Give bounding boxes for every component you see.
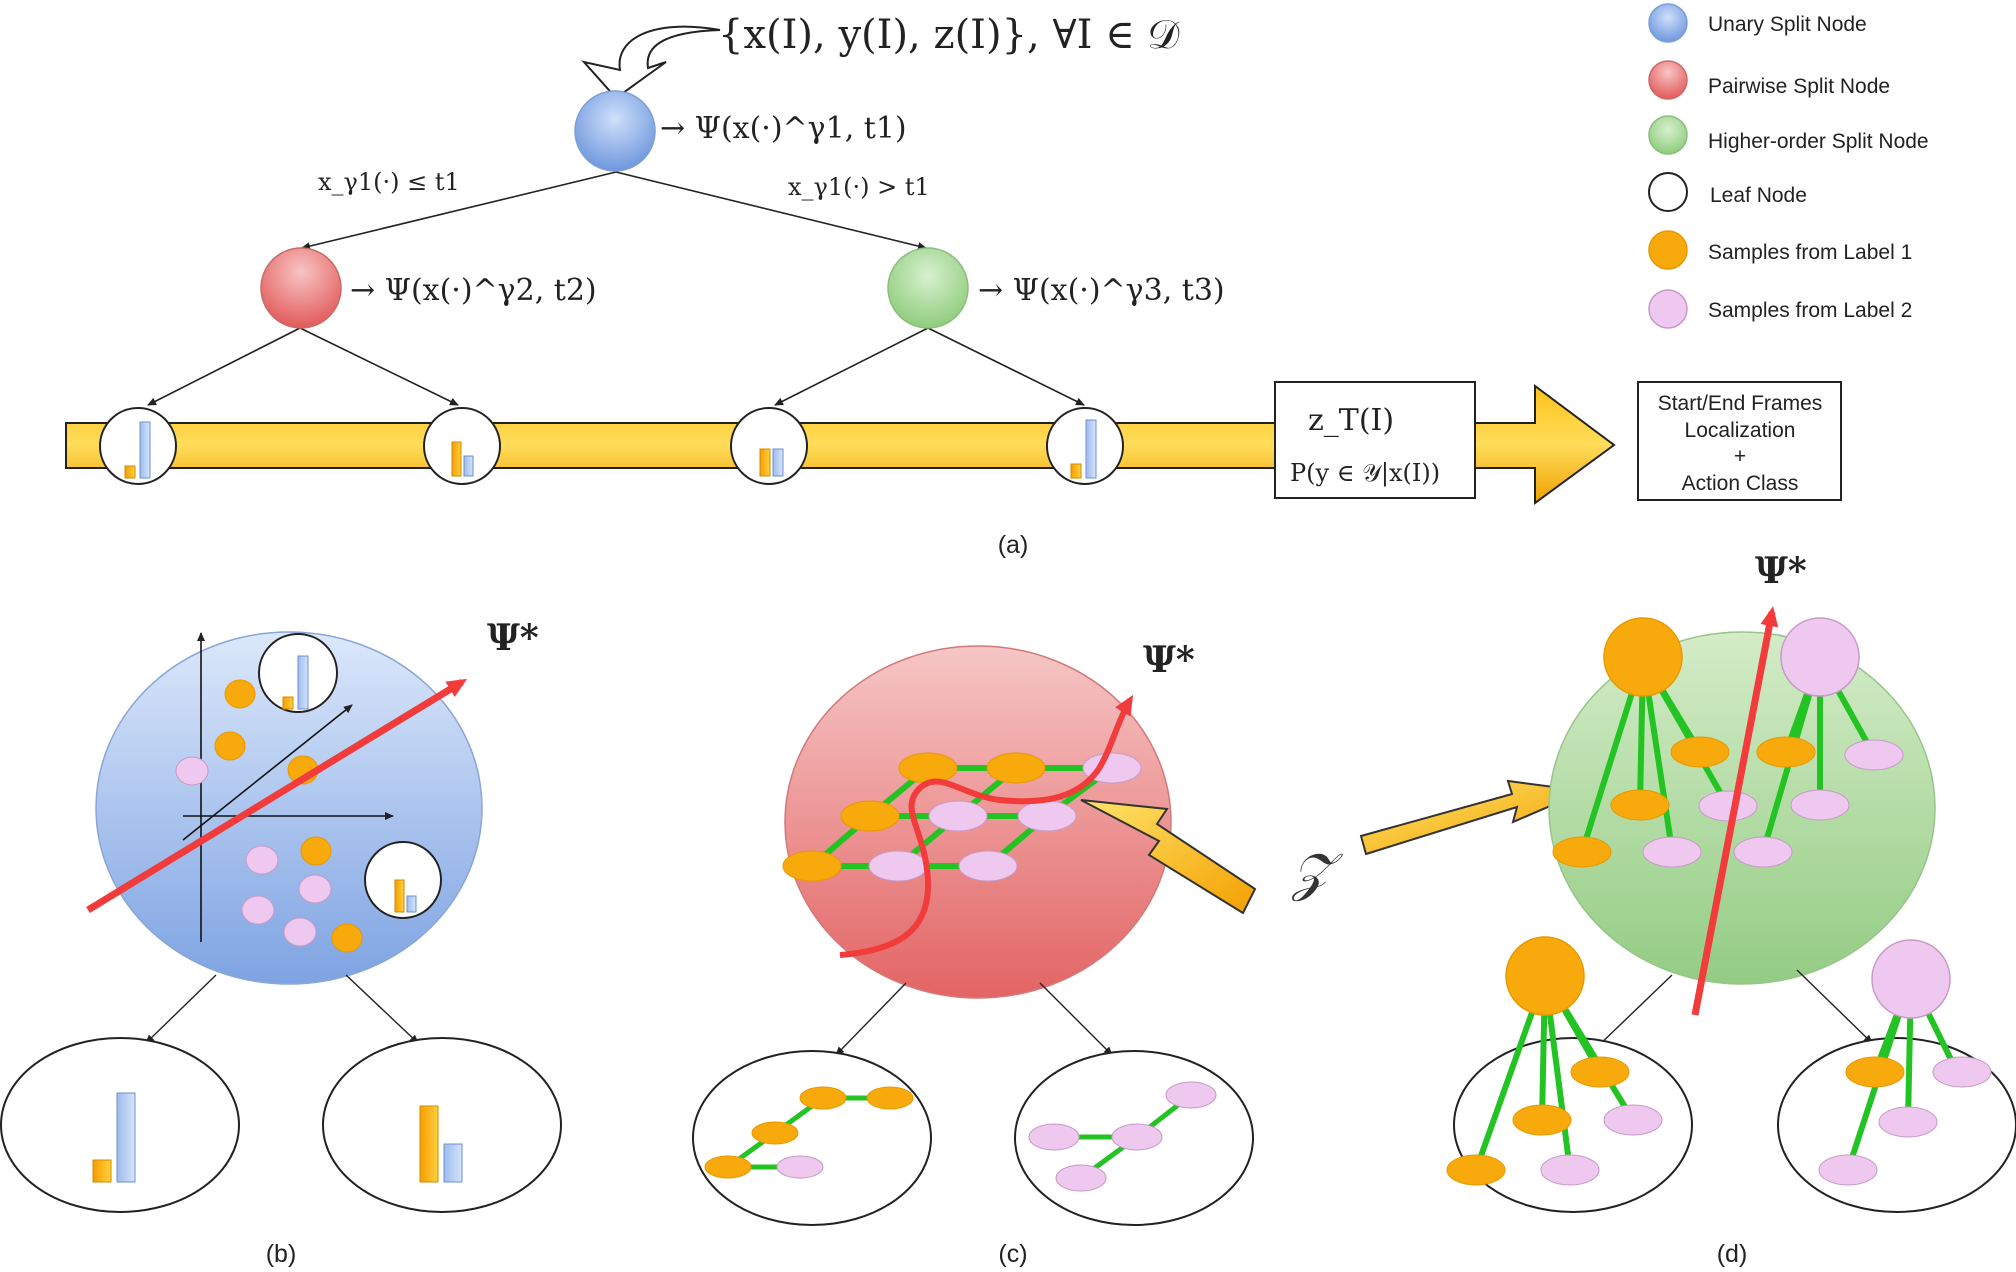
legend-label: Leaf Node [1710,184,1807,207]
leaf-node [99,407,177,485]
caption-b: (b) [266,1240,297,1268]
legend-leaf-icon [1648,172,1688,212]
caption-a: (a) [998,531,1029,559]
legend-label1-icon [1648,230,1688,270]
split-boundary-arrow [1691,606,1779,1016]
psi-label-d: Ψ* [1755,550,1807,592]
leaf-output-bar [65,384,1616,505]
input-formula: {x(I), y(I), z(I)}, ∀I ∈ 𝒟 [718,12,1179,58]
legend-label: Higher-order Split Node [1708,130,1929,153]
split-boundary-arrow [86,678,468,913]
legend: Unary Split Node Pairwise Split Node Hig… [1648,3,1929,329]
leaf-node [423,407,501,485]
caption-d: (d) [1717,1240,1748,1268]
result-line: Start/End Frames [1658,392,1823,415]
root-split-function: → Ψ(x(·)^γ1, t1) [660,111,907,146]
output-probability-label: P(y ∈ 𝒴|x(I)) [1290,459,1440,488]
leaf-child-left [692,1050,932,1226]
psi-label-b: Ψ* [487,617,539,659]
leaf-child-left [1453,1037,1693,1213]
caption-c: (c) [998,1240,1027,1268]
result-box [1637,381,1842,501]
branch-right-condition: x_γ1(·) > t1 [788,173,930,201]
right-split-function: → Ψ(x(·)^γ3, t3) [978,273,1225,308]
z-arrow-to-pairwise [1080,799,1257,915]
legend-label2-icon [1648,289,1688,329]
legend-label: Unary Split Node [1708,13,1867,36]
legend-higher-order-icon [1648,115,1688,155]
left-split-function: → Ψ(x(·)^γ2, t2) [350,273,597,308]
result-line: Localization [1685,419,1796,442]
panel-d: Ψ* (d) [1446,550,2016,1268]
legend-label: Samples from Label 1 [1708,241,1912,264]
panel-b: Ψ* (b) [0,617,562,1268]
panel-c: Ψ* (c) [692,639,1254,1268]
z-label: 𝒵 [1291,843,1343,903]
result-line: + [1734,445,1746,468]
legend-label: Samples from Label 2 [1708,299,1912,322]
branch-left-condition: x_γ1(·) ≤ t1 [318,168,460,196]
forest-output-box [1274,381,1476,499]
output-z-label: z_T(I) [1308,403,1394,438]
z-arrow-to-higher-order [1359,779,1589,856]
left-pairwise-node [260,247,342,329]
leaf-node [1046,407,1124,485]
legend-pairwise-icon [1648,60,1688,100]
legend-unary-icon [1648,3,1688,43]
right-higher-order-node [887,247,969,329]
split-boundary-curve [839,694,1134,958]
result-line: Action Class [1682,472,1799,495]
input-arrow-icon [581,25,721,100]
psi-label-c: Ψ* [1143,639,1195,681]
panel-a: {x(I), y(I), z(I)}, ∀I ∈ 𝒟 → Ψ(x(·)^γ1, … [65,12,1842,559]
legend-label: Pairwise Split Node [1708,75,1890,98]
root-unary-node [574,90,656,172]
leaf-child-right [322,1037,562,1213]
leaf-node [730,407,808,485]
